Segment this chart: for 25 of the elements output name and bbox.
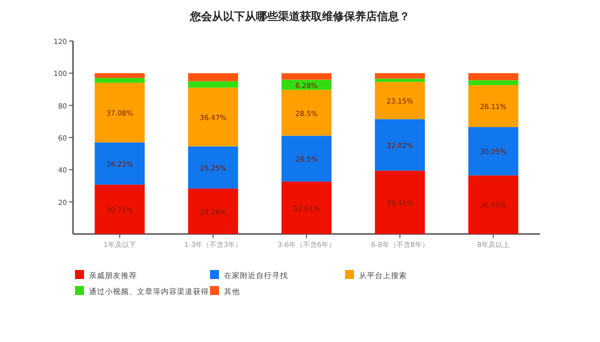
bar [94,78,145,83]
bar [282,73,332,80]
bar [282,182,332,234]
bar [94,73,145,78]
bar [94,184,145,234]
chart-title: 您会从以下从哪些渠道获取维修保养店信息？ [189,10,410,23]
bar [188,88,238,146]
bar [188,73,238,82]
bar [94,142,145,185]
bar [94,82,145,142]
bar [188,188,238,234]
bar [374,119,425,171]
bar [282,136,332,182]
bar [282,90,332,136]
bar [188,146,238,189]
bar [374,170,425,234]
bar [374,78,425,82]
bar [374,82,425,120]
bar [374,73,425,79]
bar [468,73,518,80]
bar [468,80,518,86]
bar [468,175,518,234]
bar [468,85,518,128]
bar [188,81,238,88]
bar [468,127,518,176]
